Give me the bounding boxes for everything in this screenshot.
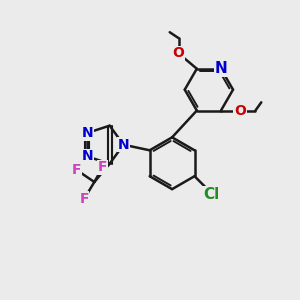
- Text: N: N: [82, 126, 93, 140]
- Text: N: N: [82, 149, 93, 164]
- Text: Cl: Cl: [203, 187, 219, 202]
- Text: F: F: [98, 160, 107, 174]
- Text: O: O: [234, 103, 246, 118]
- Text: F: F: [79, 192, 89, 206]
- Text: O: O: [172, 46, 184, 60]
- Text: N: N: [214, 61, 227, 76]
- Text: N: N: [118, 138, 129, 152]
- Text: F: F: [71, 163, 81, 177]
